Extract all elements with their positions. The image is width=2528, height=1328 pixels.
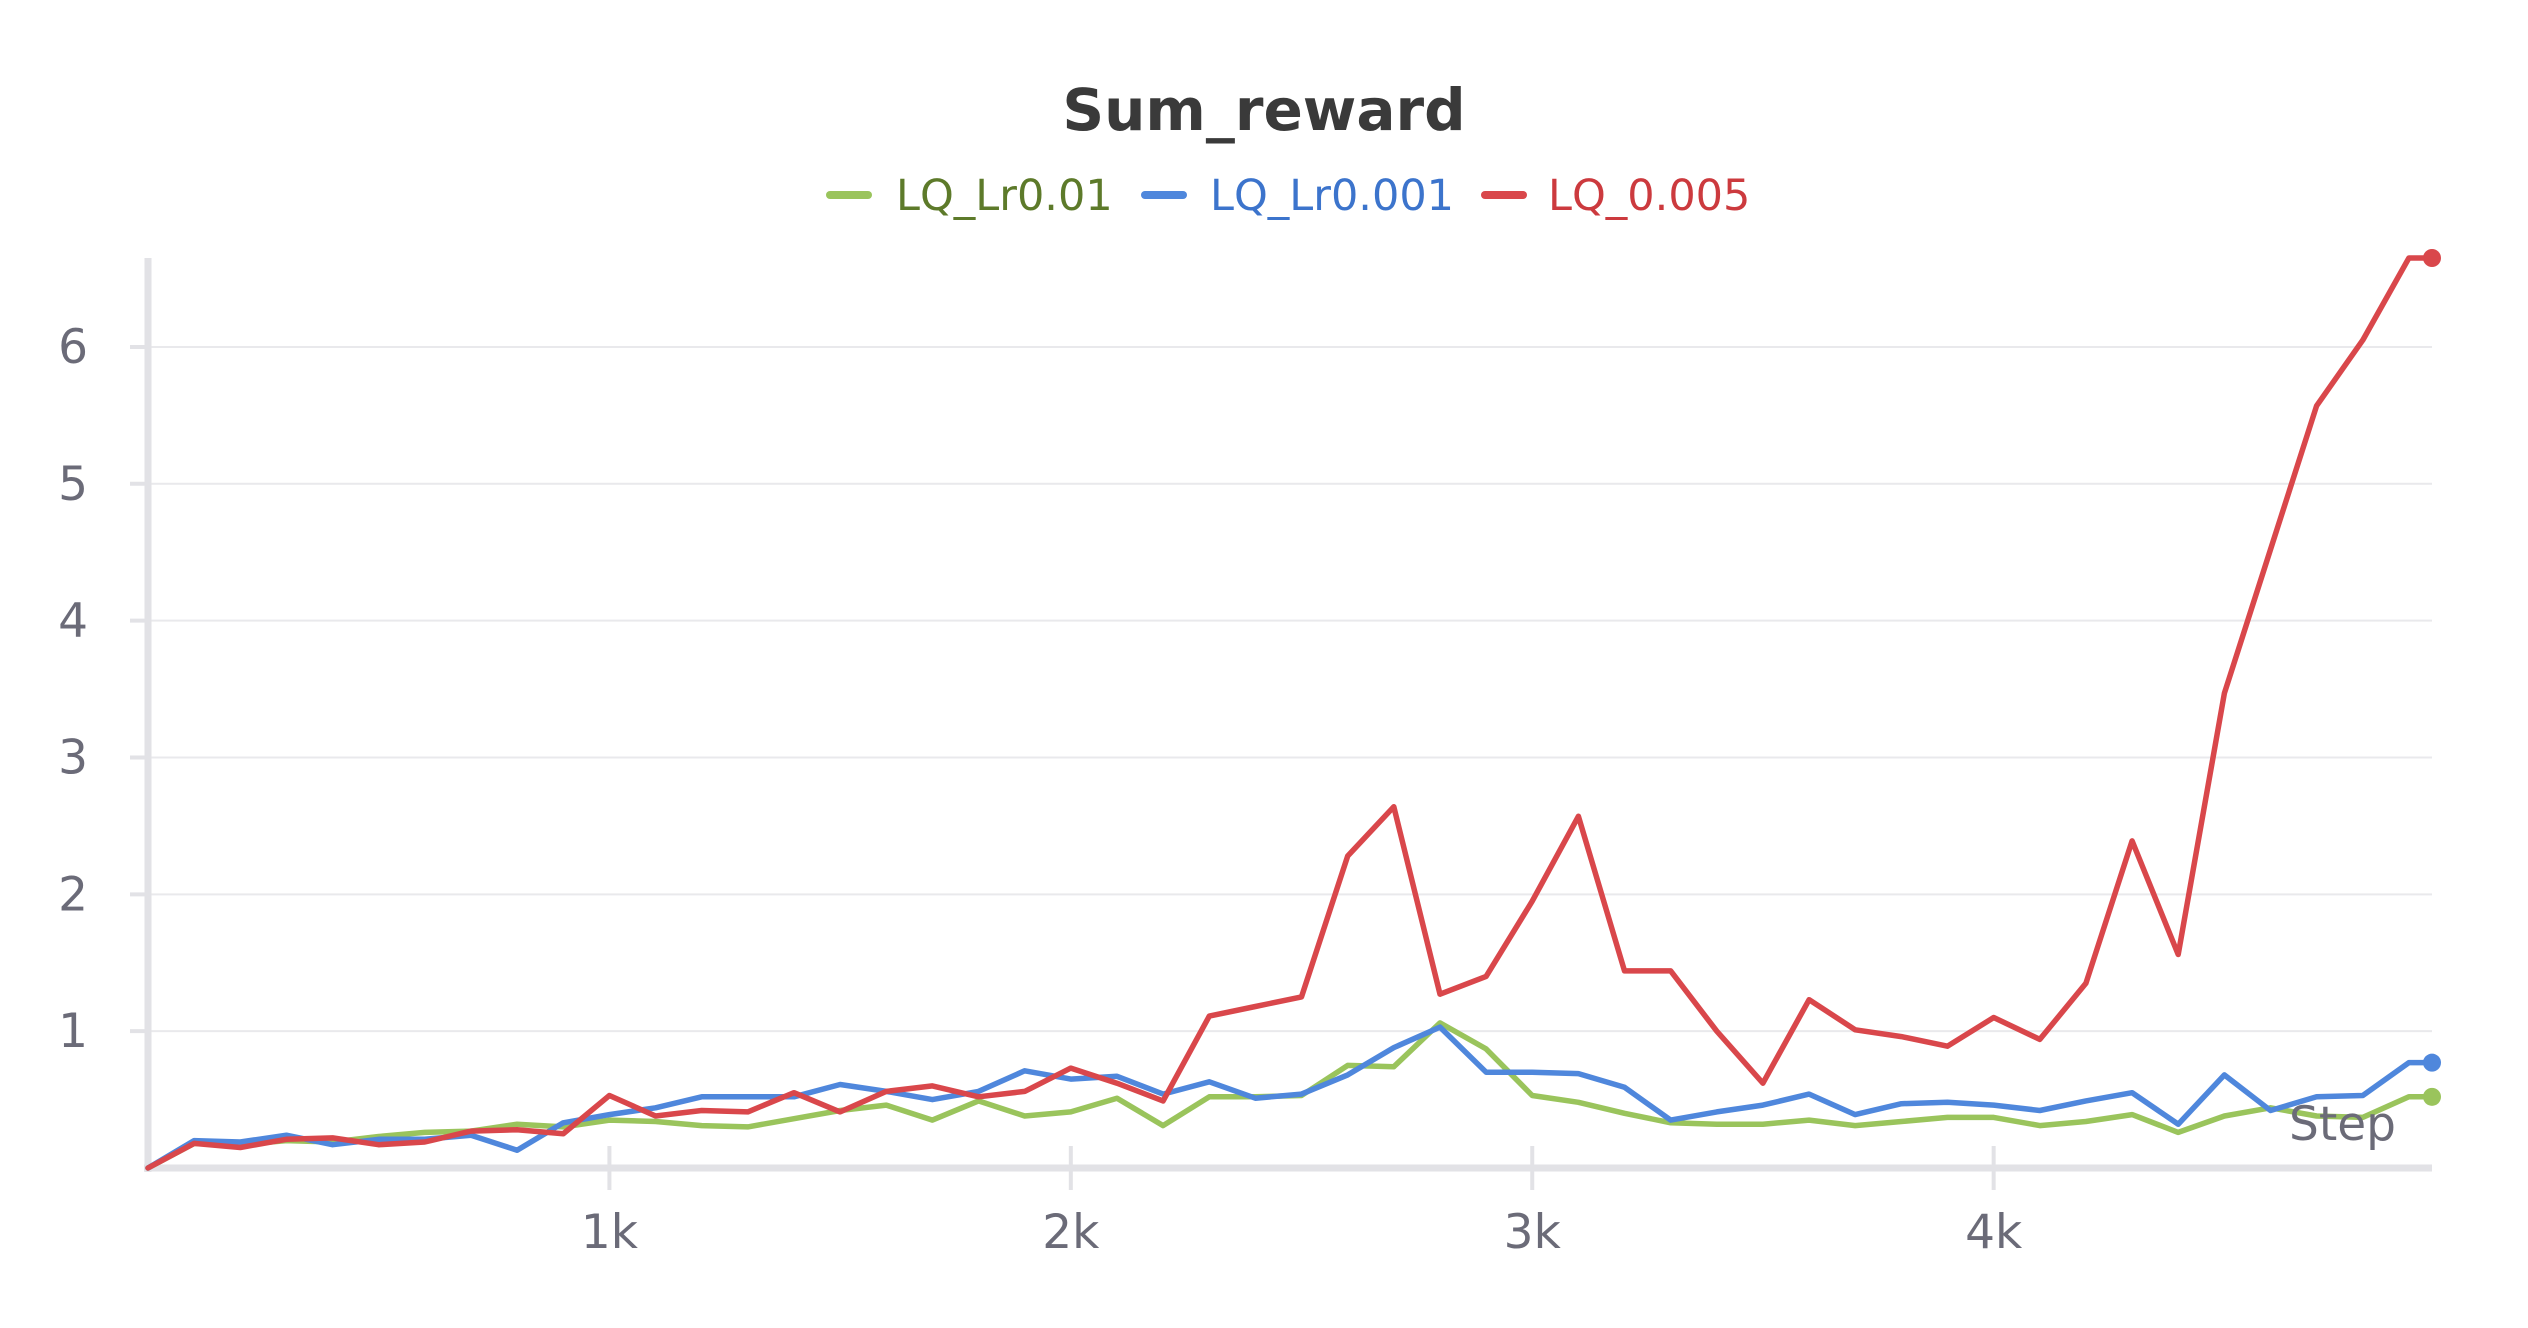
y-tick-label: 2 — [58, 867, 88, 922]
series-end-marker-LQ_Lr0.01 — [2423, 1087, 2441, 1106]
x-tick-label: 3k — [1504, 1205, 1562, 1260]
series-line-LQ_0.005 — [145, 255, 2435, 1171]
series-end-marker-LQ_0.005 — [2423, 249, 2441, 267]
legend-label: LQ_0.005 — [1548, 171, 1750, 221]
x-axis-ticks: 1k 2k 3k 4k — [581, 1146, 2023, 1260]
x-tick-label: 4k — [1965, 1205, 2023, 1260]
legend: LQ_Lr0.01 LQ_Lr0.001 LQ_0.005 — [826, 171, 1750, 221]
y-tick-label: 1 — [58, 1004, 88, 1059]
y-axis-ticks: 1 2 3 4 5 6 — [58, 320, 148, 1059]
x-tick-label: 1k — [581, 1205, 639, 1260]
x-axis-label: Step — [2289, 1097, 2396, 1152]
chart-title: Sum_reward — [1062, 76, 1465, 144]
y-tick-label: 3 — [58, 730, 88, 785]
y-tick-label: 6 — [58, 320, 88, 375]
legend-item[interactable]: LQ_0.005 — [1481, 171, 1750, 221]
y-tick-label: 5 — [58, 457, 88, 512]
legend-label: LQ_Lr0.01 — [896, 171, 1113, 221]
series-lines — [145, 249, 2441, 1171]
series-line-LQ_Lr0.001 — [145, 1024, 2435, 1171]
gridlines — [148, 345, 2432, 1033]
x-tick-label: 2k — [1042, 1205, 1100, 1260]
series-end-marker-LQ_Lr0.001 — [2423, 1053, 2441, 1072]
y-tick-label: 4 — [58, 594, 88, 649]
legend-label: LQ_Lr0.001 — [1210, 171, 1454, 221]
legend-item[interactable]: LQ_Lr0.001 — [1141, 171, 1454, 221]
legend-item[interactable]: LQ_Lr0.01 — [826, 171, 1113, 221]
axes — [144, 258, 2432, 1172]
